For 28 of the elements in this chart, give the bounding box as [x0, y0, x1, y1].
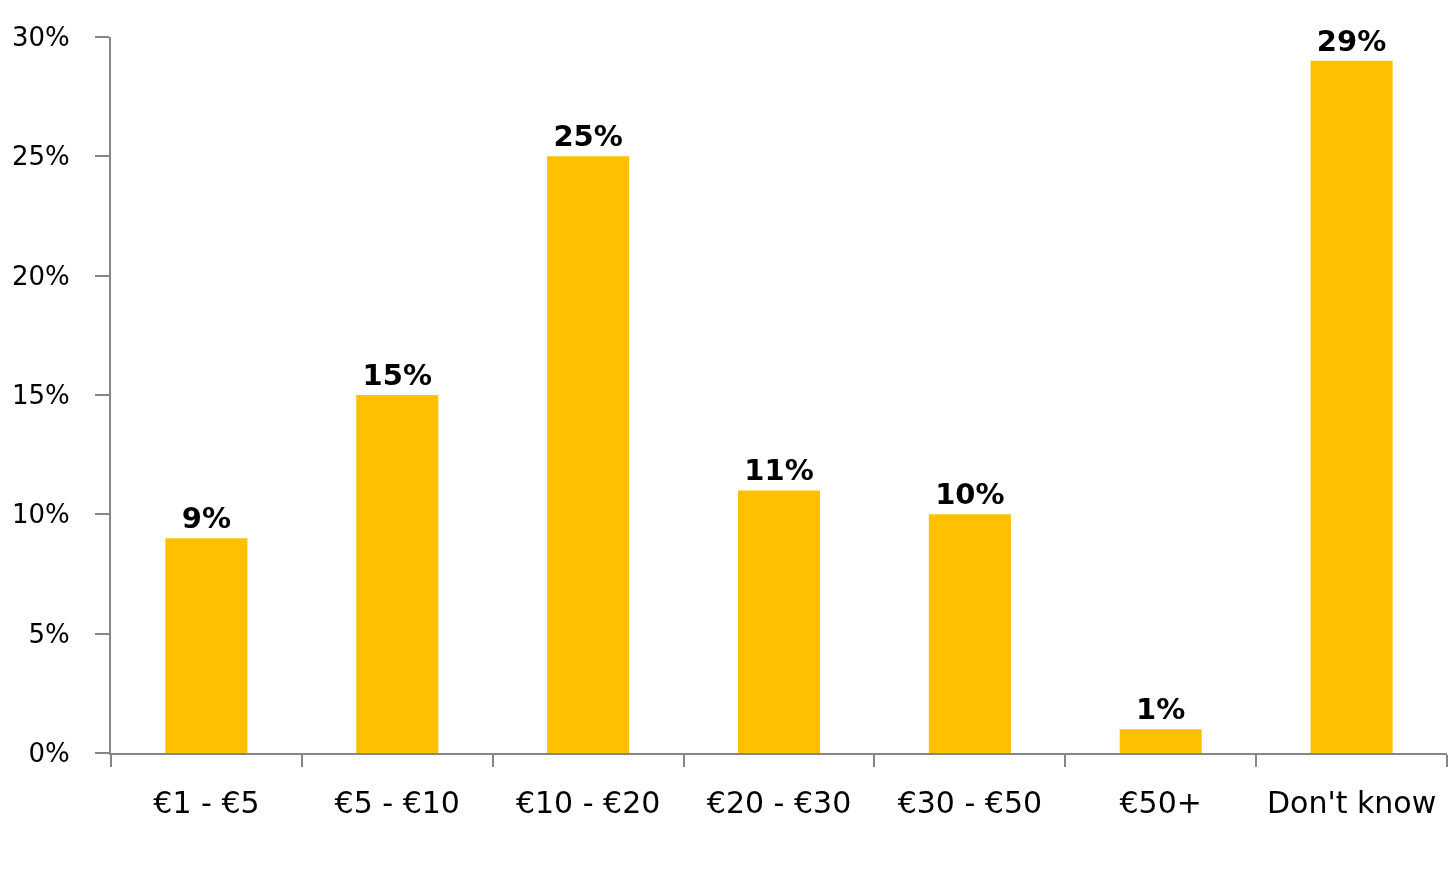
y-tick-label: 15% — [12, 380, 70, 411]
bar — [165, 538, 248, 753]
bar — [547, 156, 630, 753]
y-tick-label: 25% — [12, 141, 70, 172]
bar — [737, 490, 821, 753]
y-tick-label: 30% — [12, 22, 70, 53]
data-label: 1% — [1136, 692, 1186, 727]
y-tick-label: 5% — [28, 618, 70, 649]
x-tick-label: €20 - €30 — [706, 785, 852, 820]
bar — [356, 395, 439, 753]
x-tick-label: €1 - €5 — [153, 785, 260, 820]
x-tick-label: €50+ — [1119, 785, 1202, 820]
y-tick-label: 0% — [28, 738, 70, 769]
bar — [928, 514, 1011, 753]
data-label: 15% — [362, 358, 432, 392]
x-tick-label: Don't know — [1266, 785, 1437, 820]
x-tick-label: €5 - €10 — [334, 785, 460, 820]
data-label: 11% — [744, 453, 814, 488]
data-label: 29% — [1316, 23, 1387, 58]
bar — [1310, 60, 1393, 753]
data-label: 25% — [553, 119, 623, 154]
y-tick-label: 10% — [12, 499, 70, 530]
bar — [1119, 729, 1202, 753]
y-tick-label: 20% — [12, 260, 70, 291]
data-label: 9% — [181, 501, 232, 536]
x-tick-label: €30 - €50 — [897, 785, 1043, 820]
x-tick-label: €10 - €20 — [515, 785, 661, 820]
data-label: 10% — [935, 477, 1005, 512]
